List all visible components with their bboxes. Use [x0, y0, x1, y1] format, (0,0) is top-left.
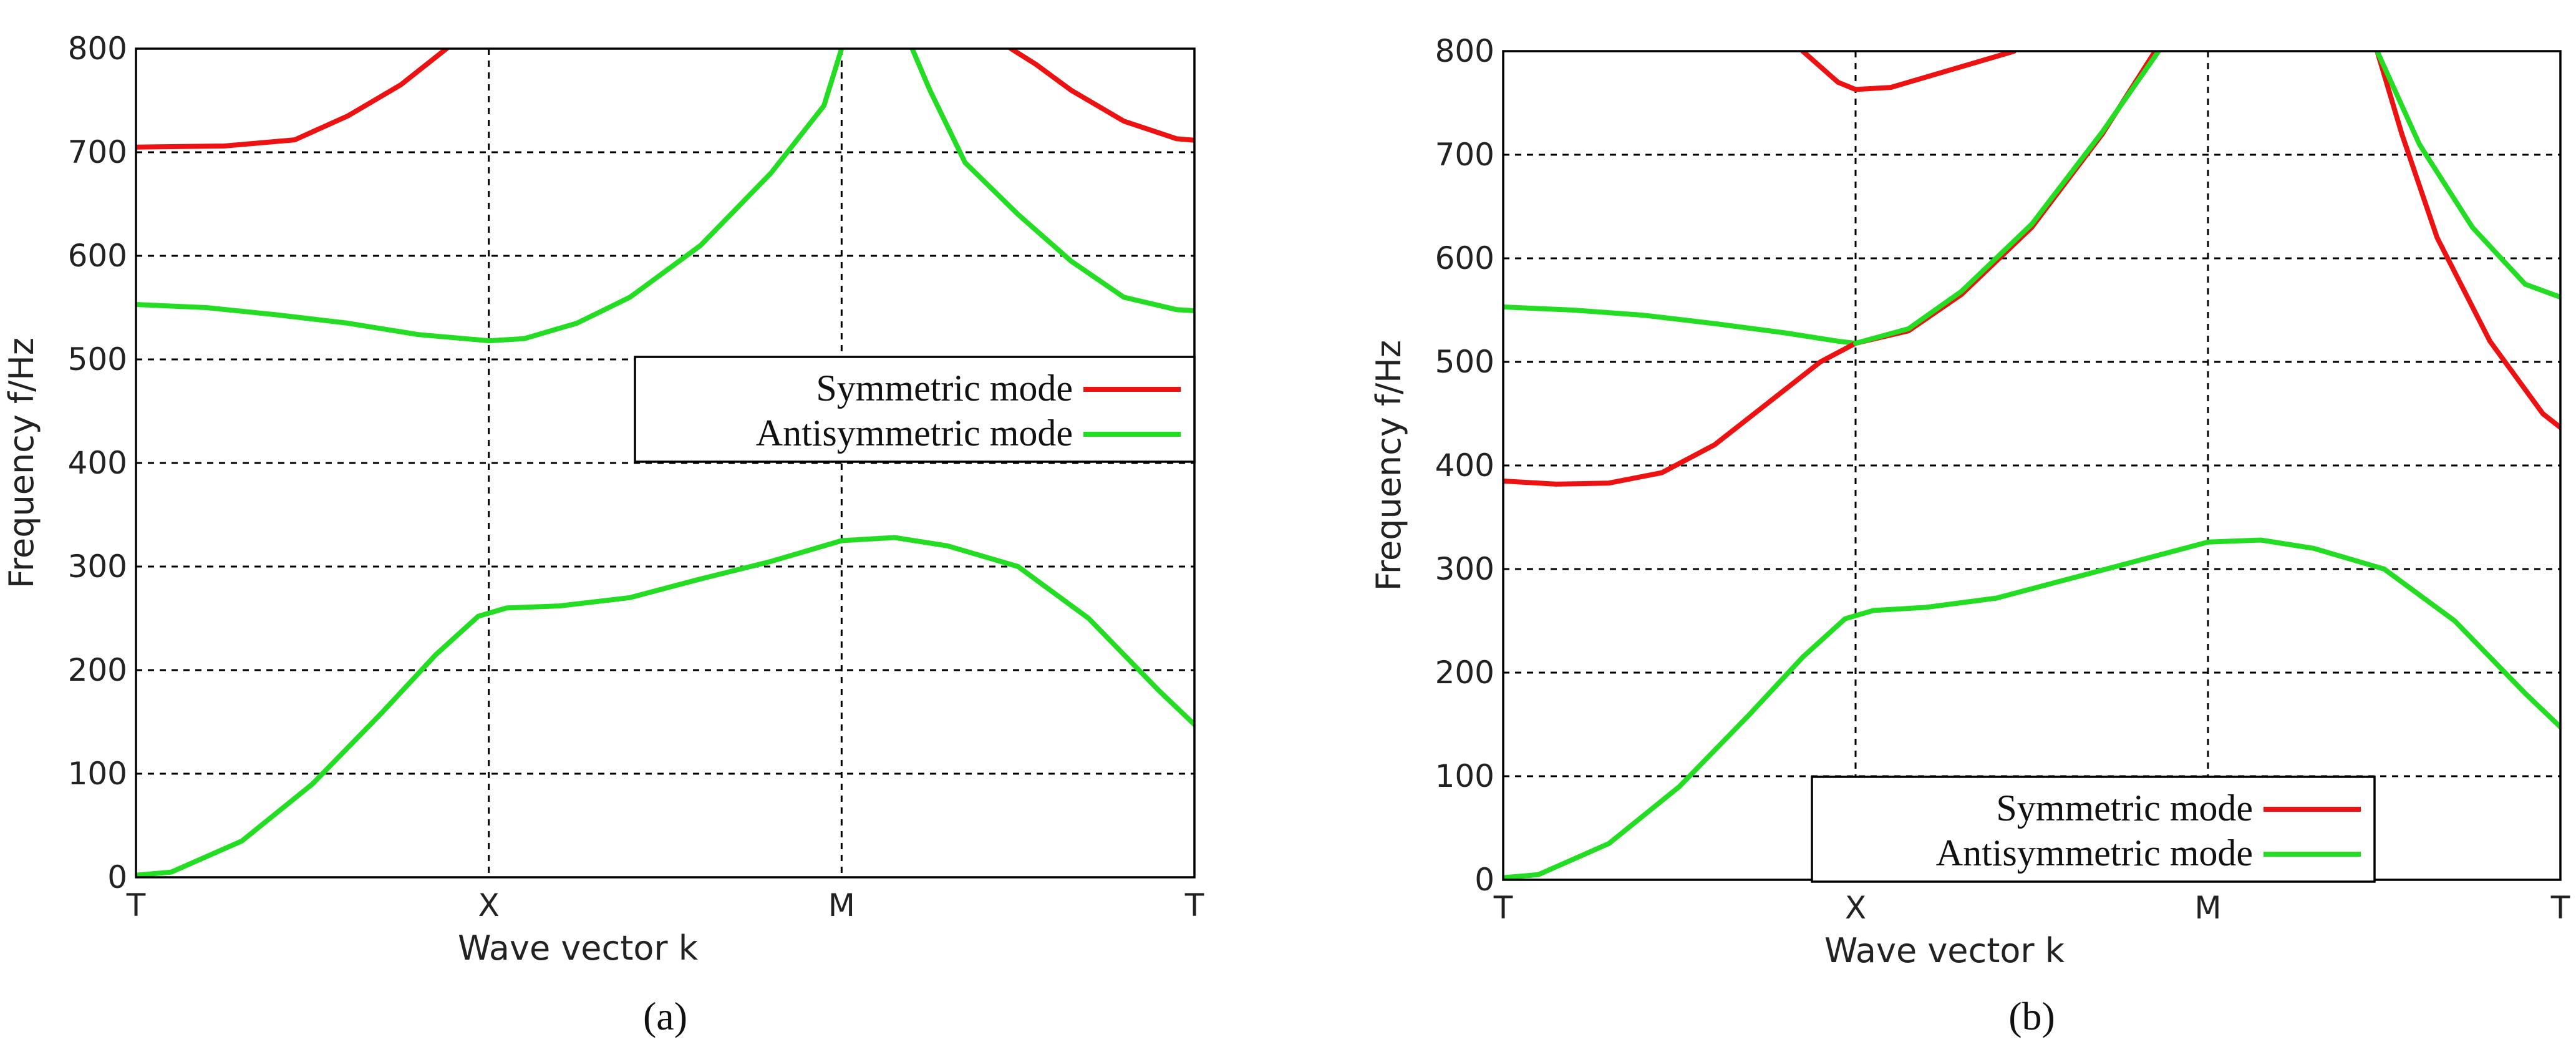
x-tick-label: T — [2550, 890, 2570, 926]
y-tick-label: 200 — [1435, 655, 1494, 691]
y-tick-label: 300 — [1435, 551, 1494, 587]
legend-label: Symmetric mode — [1996, 787, 2253, 829]
panel-caption: (a) — [643, 994, 687, 1038]
y-tick-label: 200 — [68, 652, 127, 688]
y-tick-label: 400 — [68, 445, 127, 481]
symmetric-mode-line — [1008, 49, 1194, 143]
legend-label: Antisymmetric mode — [1936, 832, 2253, 874]
panel-b: 0 100 200 300 400 500 600 700 800 T X M T Wave vector… — [1369, 33, 2570, 1038]
x-tick-label: M — [828, 887, 855, 923]
y-tick-label: 100 — [1435, 758, 1494, 794]
legend-box — [634, 356, 1196, 463]
y-tick-label: 0 — [107, 859, 127, 895]
symmetric-mode-line — [136, 49, 449, 150]
panel-a: 0 100 200 300 400 500 600 700 800 T X M T Wave vector… — [2, 31, 1204, 1038]
antisymmetric-mode-line — [2375, 51, 2560, 300]
x-axis-title: Wave vector k — [1824, 931, 2065, 970]
antisymmetric-mode-line — [1503, 304, 1858, 346]
y-tick-label: 600 — [1435, 240, 1494, 276]
y-tick-label: 400 — [1435, 447, 1494, 484]
x-tick-label: T — [1493, 890, 1513, 926]
y-tick-label: 800 — [1435, 33, 1494, 69]
y-axis-title: Frequency f/Hz — [1369, 340, 1408, 591]
x-tick-label: X — [478, 887, 500, 923]
legend-label: Antisymmetric mode — [756, 412, 1073, 454]
antisymmetric-mode-line — [909, 49, 1194, 313]
y-tick-label: 300 — [68, 548, 127, 585]
legend-label: Symmetric mode — [816, 368, 1073, 409]
x-tick-label: X — [1845, 890, 1866, 926]
antisymmetric-mode-line — [1503, 537, 2560, 880]
y-tick-label: 800 — [68, 31, 127, 67]
plot-frame — [135, 47, 1196, 879]
legend-box — [1811, 776, 2376, 883]
symmetric-mode-line — [1800, 51, 2017, 92]
y-tick-label: 0 — [1474, 862, 1494, 898]
y-axis-title: Frequency f/Hz — [2, 338, 41, 588]
symmetric-mode-line — [2375, 51, 2560, 431]
antisymmetric-mode-line — [136, 49, 845, 344]
y-tick-label: 100 — [68, 756, 127, 792]
panel-caption: (b) — [2008, 994, 2055, 1038]
y-tick-label: 500 — [1435, 344, 1494, 380]
y-tick-label: 600 — [68, 238, 127, 274]
y-tick-label: 700 — [1435, 137, 1494, 173]
x-tick-label: T — [1184, 887, 1204, 923]
y-tick-label: 500 — [68, 341, 127, 377]
x-axis-title: Wave vector k — [458, 928, 699, 968]
antisymmetric-mode-line — [1853, 51, 2161, 346]
x-tick-label: T — [126, 887, 146, 923]
antisymmetric-mode-line — [136, 535, 1194, 877]
symmetric-mode-line — [1503, 51, 2158, 487]
x-tick-label: M — [2194, 890, 2221, 926]
y-tick-label: 700 — [68, 134, 127, 170]
